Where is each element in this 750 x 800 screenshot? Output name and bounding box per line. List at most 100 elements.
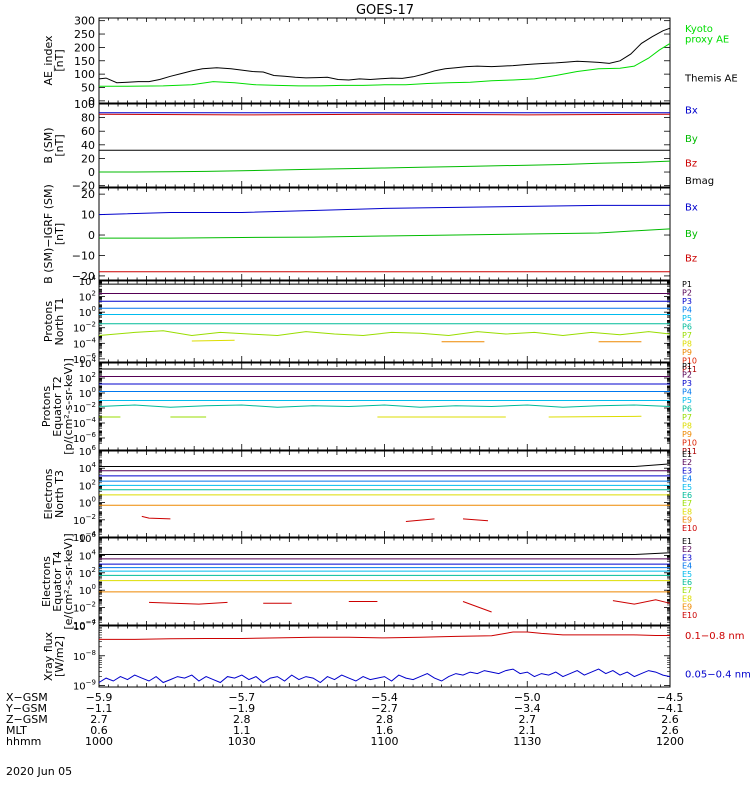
series-0-05-0-4-nm [98,668,671,684]
legend-entry: E7 [682,499,692,508]
y-tick-label: 10−4 [73,618,97,632]
legend-entry: P1 [682,280,692,289]
legend-entry: 0.1−0.8 nm [685,631,744,642]
series-e1 [99,463,671,467]
y-tick-label: 100 [79,496,96,510]
y-axis-title: North T3 [53,470,66,518]
y-tick-label: 60 [81,125,95,138]
series-p8 [191,339,235,342]
panel-8: 10−9 10−8 10−7 Xray flux[W/m2] 0.1−0.8 nm 0.0… [42,619,750,693]
legend-entry: P8 [682,422,692,431]
y-axis-title: [W/m2] [53,636,66,677]
y-tick-label: 100 [74,98,95,111]
y-axis-title: [p/(cm²-s-sr-keV)] [62,358,75,455]
x-tick-value: 1.6 [376,724,394,737]
y-tick-label: 102 [79,478,96,492]
legend-entry: P2 [682,371,692,380]
x-row-label: X−GSM [6,691,48,704]
x-tick-value: −4.5 [657,691,684,704]
legend-entry: P6 [682,405,692,414]
panel-frame [98,103,671,188]
panel-frame [98,537,671,626]
legend-entry: Bz [685,254,697,265]
y-tick-label: 10−7 [73,619,96,633]
y-axis-title: [nT] [53,223,66,245]
y-tick-label: 10 [81,209,95,222]
y-tick-label: 10−2 [73,401,96,415]
legend-entry: E10 [682,611,697,620]
y-tick-label: 20 [81,188,95,201]
legend-entry: 0.05−0.4 nm [685,670,750,681]
series-by [99,228,671,239]
legend-entry: Bmag [685,176,714,187]
x-tick-value: 1030 [228,735,256,748]
series-e9 [141,515,171,520]
x-tick-value: 1100 [371,735,399,748]
y-tick-label: 40 [81,139,95,152]
legend-entry: P9 [682,348,692,357]
y-tick-label: 102 [79,566,96,580]
x-tick-value: 2.7 [519,713,537,726]
legend-entry: P11 [682,447,697,456]
x-tick-value: −5.0 [514,691,541,704]
series-e1 [99,552,671,555]
legend-entry: E2 [682,458,692,467]
y-tick-label: 104 [79,548,97,562]
y-tick-label: 104 [79,356,97,370]
panel-frame [98,17,671,104]
legend-entry: P6 [682,323,692,332]
y-tick-label: 100 [79,386,96,400]
legend-entry: P7 [682,413,692,422]
x-tick-value: 2.6 [661,724,679,737]
y-tick-label: 106 [79,444,97,458]
legend-entry: E5 [682,483,692,492]
legend-entry: E4 [682,475,692,484]
series-by [99,160,671,173]
legend-entry: Themis AE [684,73,738,84]
y-axis-title: Electrons [42,468,55,519]
legend-entry: Kyoto [685,24,713,35]
legend-entry: E3 [682,466,692,475]
legend-entry: proxy AE [685,34,729,45]
legend-entry: P7 [682,331,692,340]
legend-entry: Bx [685,105,698,116]
legend-entry: P5 [682,396,692,405]
legend-entry: P11 [682,365,697,374]
y-tick-label: −20 [72,180,95,193]
x-tick-value: −3.4 [514,702,541,715]
y-tick-label: −10 [72,249,95,262]
y-tick-label: 100 [74,68,95,81]
y-tick-label: 10−8 [73,649,96,663]
panel-frame [98,450,671,538]
legend-entry: P2 [682,289,692,298]
y-tick-label: 0 [88,229,95,242]
legend-entry: P5 [682,314,692,323]
y-tick-label: 10−9 [73,679,96,693]
legend-entry: P10 [682,439,697,448]
x-row-label: hhmm [6,735,41,748]
x-tick-value: −2.7 [371,702,398,715]
series-p8b [548,415,642,418]
y-tick-label: 10−2 [73,601,96,615]
series-bx [98,204,670,216]
x-tick-value: 1000 [85,735,113,748]
series-kyoto-proxy-ae [99,42,671,87]
panels: 050100150200250300AE_index[nT]Kyotoproxy… [40,15,750,693]
y-axis-title: Equator T2 [51,376,64,436]
x-tick-value: −5.9 [86,691,113,704]
y-axis-title: Protons [40,386,53,427]
series-0-1-0-8-nm [99,631,670,640]
legend-entry: Bx [685,202,698,213]
legend-entry: P10 [682,357,697,366]
legend-entry: E9 [682,516,692,525]
y-tick-label: 80 [81,112,95,125]
x-row-label: MLT [6,724,27,737]
x-tick-value: 1200 [656,735,684,748]
series-e9c [462,518,489,522]
y-tick-label: 20 [81,152,95,165]
x-axis-table: X−GSMY−GSMZ−GSMMLThhmm−5.9−1.12.70.61000… [5,691,684,748]
y-tick-label: 102 [79,290,96,304]
